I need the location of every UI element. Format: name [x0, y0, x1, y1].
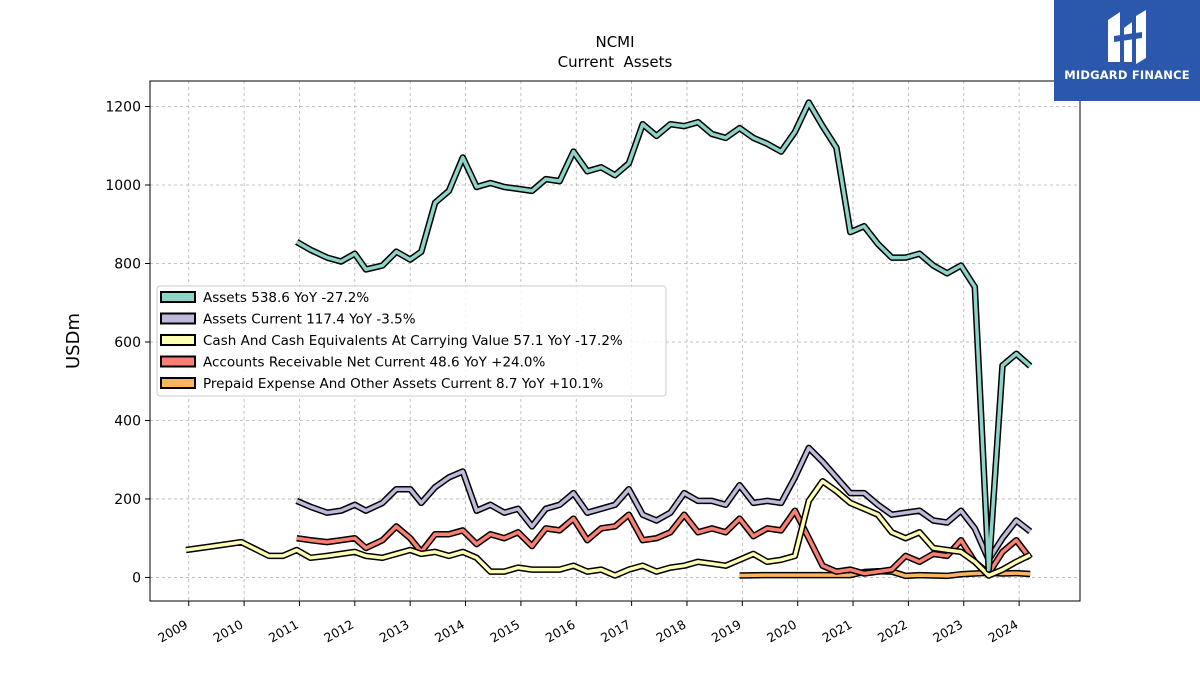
brand-name: MIDGARD FINANCE	[1064, 68, 1190, 82]
legend-label-2: Cash And Cash Equivalents At Carrying Va…	[203, 333, 623, 349]
y-tick-label: 200	[114, 492, 141, 508]
chart-title: NCMI	[595, 33, 634, 51]
y-tick-label: 400	[114, 413, 141, 429]
legend: Assets 538.6 YoY -27.2% Assets Current 11…	[156, 285, 667, 397]
series-line-1	[296, 446, 1032, 562]
legend-label-3: Accounts Receivable Net Current 48.6 YoY…	[203, 355, 546, 371]
x-tick-label: 2010	[211, 617, 246, 646]
x-tick-label: 2015	[487, 617, 522, 646]
legend-swatch-0	[160, 291, 196, 303]
y-tick-label: 1000	[105, 178, 141, 194]
x-tick-label: 2016	[543, 617, 578, 646]
x-tick-label: 2017	[598, 617, 633, 646]
y-tick-label: 0	[132, 570, 141, 586]
y-axis-label: USDm	[63, 313, 84, 369]
y-tick-label: 1200	[105, 100, 141, 116]
series-line-3	[296, 508, 1032, 576]
x-tick-label: 2022	[875, 617, 910, 646]
brand-logo: MIDGARD FINANCE	[1054, 0, 1200, 101]
x-tick-label: 2013	[377, 617, 412, 646]
midgard-monogram-icon	[1108, 10, 1146, 64]
legend-swatch-2	[160, 334, 196, 346]
series-line-2	[185, 479, 1031, 578]
chart-subtitle: Current Assets	[558, 53, 673, 71]
series-line-0	[295, 100, 1032, 572]
y-axis: 0 200 400 600 800 1000 1200	[105, 100, 150, 586]
x-tick-label: 2014	[432, 617, 467, 646]
x-tick-label: 2024	[986, 617, 1021, 646]
x-tick-label: 2021	[819, 617, 854, 646]
legend-swatch-4	[160, 377, 196, 389]
legend-label-0: Assets 538.6 YoY -27.2%	[203, 290, 369, 306]
y-tick-label: 600	[114, 335, 141, 351]
x-tick-label: 2020	[764, 617, 799, 646]
x-tick-label: 2023	[930, 617, 965, 646]
x-tick-label: 2018	[653, 617, 688, 646]
y-tick-label: 800	[114, 256, 141, 272]
series-line-outline-1	[295, 444, 1033, 564]
x-tick-label: 2011	[266, 617, 301, 646]
legend-swatch-3	[160, 355, 196, 368]
legend-swatch-1	[160, 312, 196, 325]
legend-label-1: Assets Current 117.4 YoY -3.5%	[203, 312, 416, 328]
x-tick-label: 2019	[709, 617, 744, 646]
plot-frame	[149, 80, 1081, 602]
legend-label-4: Prepaid Expense And Other Assets Current…	[203, 376, 603, 392]
x-tick-label: 2012	[321, 617, 356, 646]
x-tick-label: 2009	[155, 617, 190, 646]
legend-box	[156, 285, 667, 397]
series-group	[185, 99, 1033, 580]
x-axis: 2009 2010 2011 2012 2013 2014 2015 2016 2017 2018…	[155, 601, 1021, 646]
